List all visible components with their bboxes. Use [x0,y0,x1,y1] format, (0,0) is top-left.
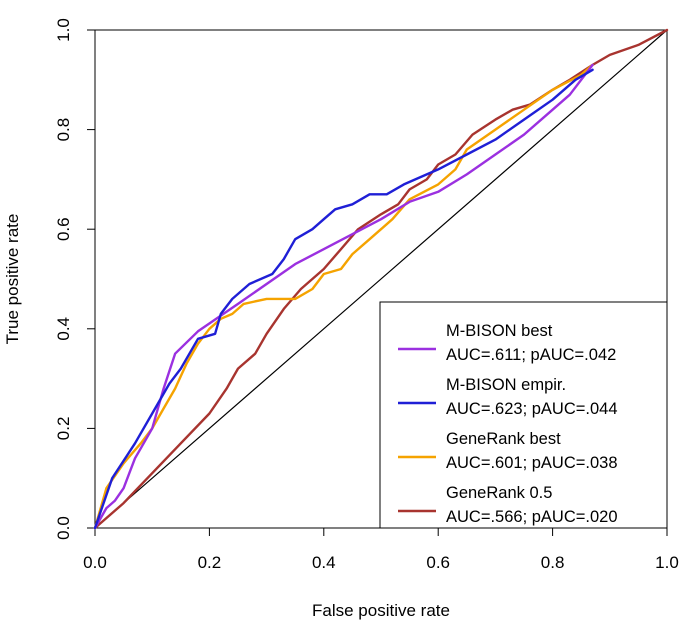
x-tick-label: 0.2 [198,553,222,572]
series-line-m-bison-empir [93,68,594,530]
legend-label: GeneRank 0.5 [446,484,552,502]
x-tick-label: 0.0 [83,553,107,572]
legend-box [379,301,668,529]
legend-label: M-BISON empir. [446,376,566,394]
y-tick-label: 0.8 [54,118,73,142]
legend: M-BISON best AUC=.611; pAUC=.042 M-BISON e… [379,301,668,529]
series-line-m-bison-best [93,63,594,530]
legend-label: GeneRank best [446,430,561,448]
y-tick-label: 0.2 [54,417,73,441]
legend-stats: AUC=.623; pAUC=.044 [446,400,618,418]
y-tick-label: 0.0 [54,516,73,540]
x-axis: 0.0 0.2 0.4 0.6 0.8 1.0 [83,528,679,572]
y-tick-label: 0.6 [54,217,73,241]
y-axis: 0.0 0.2 0.4 0.6 0.8 1.0 [54,18,95,540]
legend-stats: AUC=.566; pAUC=.020 [446,508,618,526]
diagonal-reference-line [94,29,668,529]
x-axis-title: False positive rate [312,601,450,620]
y-tick-label: 0.4 [54,317,73,341]
x-tick-label: 1.0 [655,553,679,572]
y-axis-title: True positive rate [3,214,22,345]
series-line-generank-best [93,63,594,530]
legend-stats: AUC=.611; pAUC=.042 [446,346,616,364]
x-tick-label: 0.4 [312,553,336,572]
x-tick-label: 0.8 [541,553,565,572]
legend-label: M-BISON best [446,322,553,340]
legend-stats: AUC=.601; pAUC=.038 [446,454,618,472]
x-tick-label: 0.6 [426,553,450,572]
y-tick-label: 1.0 [54,18,73,42]
plot-area [93,28,669,530]
